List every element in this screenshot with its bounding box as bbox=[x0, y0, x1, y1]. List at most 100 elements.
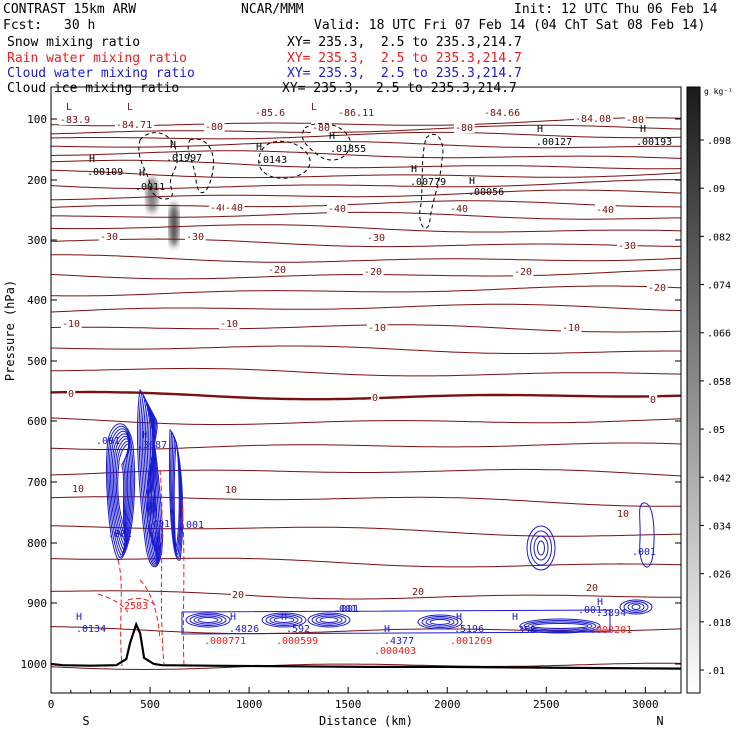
isotherm-label-bg bbox=[224, 202, 245, 213]
cloud-water-contour bbox=[527, 621, 593, 631]
colorbar-tick-label: .05 bbox=[707, 425, 725, 436]
field-name-snow: Snow mixing ratio bbox=[7, 35, 141, 50]
isotherm-label: -10 bbox=[368, 323, 386, 334]
plot-frame bbox=[50, 86, 682, 694]
isotherm-label: -10 bbox=[220, 319, 238, 330]
isotherm-label: 10 bbox=[617, 509, 629, 520]
rain-contour bbox=[181, 499, 185, 667]
field-name-rain: Rain water mixing ratio bbox=[7, 51, 188, 66]
forecast-hour: 30 h bbox=[64, 18, 96, 33]
isotherm-label: -84.71 bbox=[116, 120, 152, 131]
isotherm-label: 0 bbox=[372, 393, 378, 404]
x-axis-title: Distance (km) bbox=[319, 714, 413, 728]
isotherm-label-bg bbox=[224, 484, 239, 495]
cloud-water-contour bbox=[627, 602, 645, 612]
isotherm-label: -84.66 bbox=[484, 108, 520, 119]
rain-label: .2583 bbox=[118, 601, 148, 612]
isotherm-label-bg bbox=[371, 392, 380, 403]
isotherm-line bbox=[50, 179, 681, 189]
x-tick-label: 2500 bbox=[533, 698, 560, 711]
isotherm-line bbox=[50, 131, 682, 140]
isotherm-label-bg bbox=[483, 107, 523, 118]
y-tick-label: 100 bbox=[27, 113, 47, 126]
cloud-water-contour bbox=[261, 612, 307, 628]
isotherm-label-bg bbox=[254, 107, 287, 118]
extremum-marker: H bbox=[597, 597, 603, 608]
cloud-water-contour bbox=[417, 614, 463, 630]
isotherm-label: -30 bbox=[618, 241, 636, 252]
extremum-marker: H bbox=[281, 612, 287, 623]
y-tick-label: 400 bbox=[27, 294, 47, 307]
cloud-water-contour bbox=[181, 609, 611, 635]
isotherm-line bbox=[50, 150, 682, 159]
isotherm-line bbox=[50, 303, 682, 313]
cloud-water-contour bbox=[319, 617, 339, 623]
isotherm-label: -40 bbox=[225, 203, 243, 214]
cloud-ice-shade bbox=[169, 203, 179, 247]
isotherm-label: 10 bbox=[72, 484, 84, 495]
cloud-water-contour bbox=[193, 615, 223, 625]
isotherm-line bbox=[50, 442, 682, 450]
snow-max-label: .00127 bbox=[536, 137, 572, 148]
isotherm-label: -30 bbox=[100, 232, 118, 243]
colorbar-tick-label: .042 bbox=[707, 473, 731, 484]
rain-label: .001269 bbox=[450, 636, 492, 647]
isotherm-label: -80 bbox=[455, 123, 473, 134]
x-tick-label: 0 bbox=[48, 698, 55, 711]
cloud-water-contour bbox=[189, 614, 227, 626]
cloud-water-contour bbox=[105, 423, 135, 561]
cloud-water-contour bbox=[115, 440, 130, 544]
field-name-cloud-ice: Cloud ice mixing ratio bbox=[7, 81, 180, 96]
colorbar bbox=[686, 86, 701, 694]
isotherm-line bbox=[50, 590, 681, 600]
snow-max-label: .0011 bbox=[135, 182, 165, 193]
snow-max-label: .00056 bbox=[468, 187, 504, 198]
isotherm-label-bg bbox=[71, 483, 86, 494]
y-tick-label: 1000 bbox=[21, 658, 48, 671]
isotherm-label: -80 bbox=[205, 122, 223, 133]
isotherm-line bbox=[50, 324, 682, 333]
isotherm-line bbox=[51, 211, 681, 220]
isotherm-line bbox=[50, 169, 682, 179]
snow-max-label: .0143 bbox=[257, 155, 287, 166]
y-tick-label: 500 bbox=[27, 355, 47, 368]
colorbar-tick-label: .098 bbox=[707, 136, 731, 147]
isotherm-label: 20 bbox=[232, 590, 244, 601]
y-tick-label: 200 bbox=[27, 174, 47, 187]
isotherm-label: -80 bbox=[312, 123, 330, 134]
rain-contour bbox=[127, 597, 157, 607]
cloud-water-label: .5196 bbox=[454, 624, 484, 635]
isotherm-label-bg bbox=[185, 231, 206, 242]
isotherm-label-bg bbox=[327, 203, 348, 214]
cloud-water-contour bbox=[429, 619, 451, 625]
isotherm-label: -20 bbox=[268, 265, 286, 276]
isotherm-label: -84.08 bbox=[575, 114, 611, 125]
extremum-marker: H bbox=[329, 131, 335, 142]
forecast-label: Fcst: bbox=[3, 18, 43, 33]
isotherm-label-bg bbox=[219, 318, 240, 329]
isotherm-label-bg bbox=[585, 582, 600, 593]
rain-contour bbox=[97, 593, 129, 613]
isotherm-label-bg bbox=[649, 394, 658, 405]
init-time: Init: 12 UTC Thu 06 Feb 14 bbox=[514, 2, 718, 17]
field-xy-cloud-water: XY= 235.3, 2.5 to 235.3,214.7 bbox=[287, 66, 522, 81]
extremum-marker: H bbox=[512, 612, 518, 623]
cloud-water-contour bbox=[173, 441, 180, 549]
extremum-marker: L bbox=[66, 102, 72, 113]
colorbar-tick-label: .074 bbox=[707, 281, 731, 292]
cloud-water-contour bbox=[117, 443, 131, 541]
cloud-water-contour bbox=[185, 612, 231, 628]
extremum-marker: H bbox=[537, 124, 543, 135]
cloud-water-contour bbox=[273, 617, 295, 623]
isotherm-label: 20 bbox=[586, 583, 598, 594]
isotherm-label: -20 bbox=[514, 267, 532, 278]
isotherm-label-bg bbox=[616, 508, 631, 519]
isotherm-line bbox=[50, 238, 681, 248]
isotherm-label: -10 bbox=[62, 319, 80, 330]
isotherm-label-bg bbox=[337, 107, 377, 118]
isotherm-label-bg bbox=[595, 204, 616, 215]
cloud-water-contour bbox=[111, 433, 130, 551]
center-name: NCAR/MMM bbox=[241, 2, 304, 17]
isotherm-label: -85.6 bbox=[255, 108, 285, 119]
isotherm-line bbox=[51, 285, 682, 297]
